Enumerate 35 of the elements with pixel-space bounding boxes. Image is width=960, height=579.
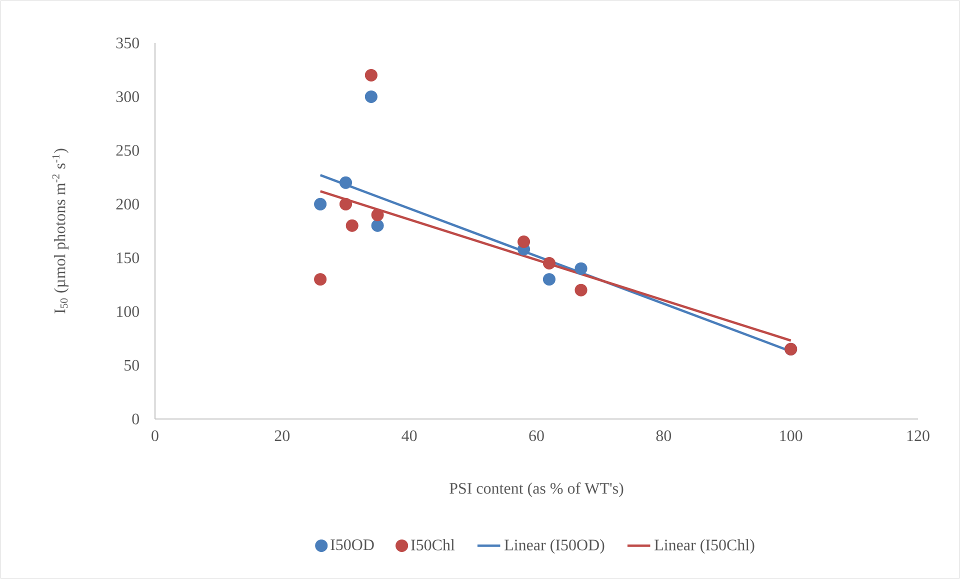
x-tick-label: 80	[656, 430, 672, 442]
x-tick-label: 60	[529, 430, 544, 442]
y-tick-label: 0	[132, 414, 140, 424]
legend-label: I50OD	[330, 539, 374, 550]
point	[314, 273, 327, 286]
y-tick-label: 50	[124, 360, 140, 371]
point	[314, 198, 327, 210]
legend-label: I50Chl	[411, 539, 455, 550]
x-tick-label: 20	[274, 430, 290, 442]
point	[542, 256, 556, 270]
x-tick-label: 40	[402, 430, 417, 442]
point	[371, 208, 384, 222]
legend-label: Linear (I50Chl)	[654, 539, 754, 554]
point	[339, 198, 352, 210]
y-tick-label: 350	[116, 38, 140, 48]
point	[346, 219, 358, 232]
y-tick-label: 200	[116, 198, 140, 210]
point	[364, 68, 378, 82]
point	[574, 284, 588, 296]
x-tick-label: 100	[780, 430, 802, 442]
x-tick-label: 0	[152, 430, 158, 442]
point	[371, 219, 384, 232]
x-axis-title: PSI content (as % of WT's)	[450, 482, 624, 498]
legend-label: Linear (I50OD)	[504, 539, 604, 554]
x-tick-label: 120	[907, 430, 930, 442]
point	[339, 176, 352, 189]
point	[574, 262, 588, 275]
y-axis-title: I$_{50}$ (µmol photons m$^{-2}$ s$^{-1}$)	[52, 148, 69, 314]
y-tick-label: 150	[117, 252, 140, 264]
point	[364, 90, 378, 103]
point	[542, 273, 556, 286]
point	[518, 235, 530, 248]
y-tick-label: 300	[116, 91, 140, 102]
y-tick-label: 250	[116, 145, 140, 156]
y-tick-label: 100	[117, 306, 140, 317]
